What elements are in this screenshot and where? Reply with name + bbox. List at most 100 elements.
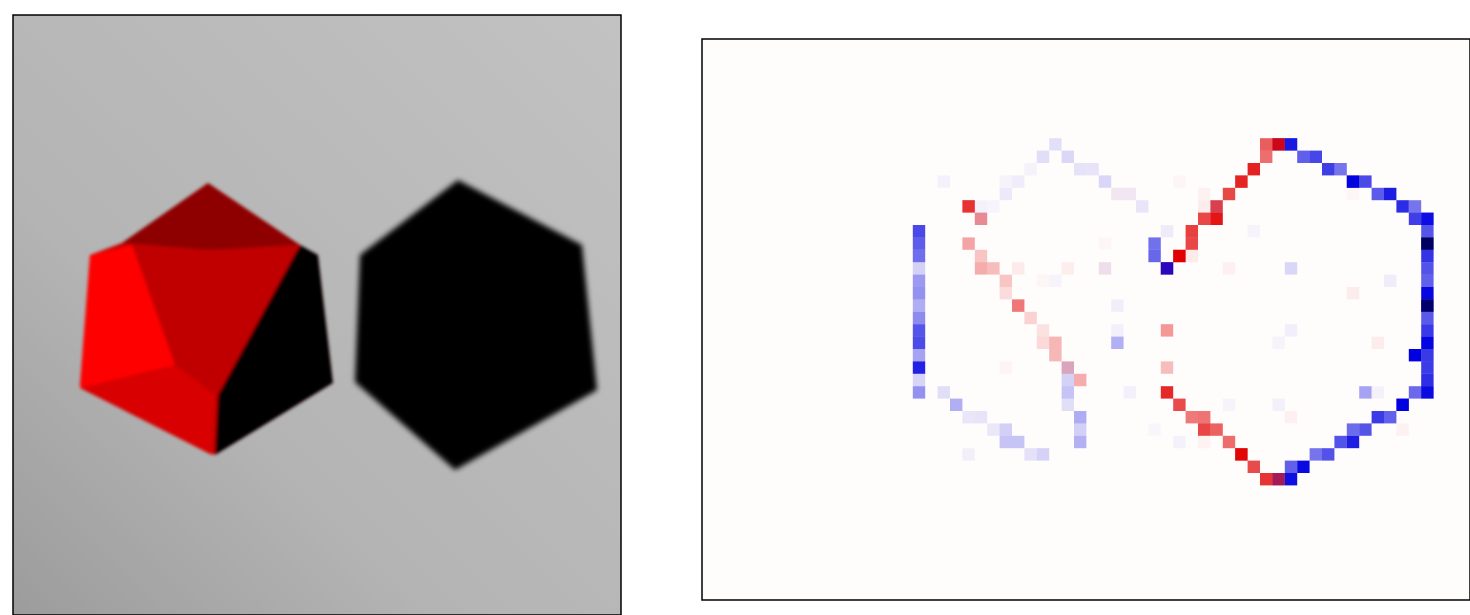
heat-pixel (1049, 138, 1061, 150)
heat-pixel (1409, 386, 1421, 398)
heat-pixel (1198, 411, 1210, 423)
heat-pixel (1024, 312, 1036, 324)
heat-pixel (1000, 287, 1012, 299)
heat-pixel (1037, 324, 1049, 336)
heat-pixel (975, 411, 987, 423)
heat-pixel (1372, 386, 1384, 398)
heat-pixel (1260, 473, 1272, 485)
heat-pixel (913, 237, 925, 249)
heat-pixel (1024, 163, 1036, 175)
heat-pixel (1173, 436, 1185, 448)
heat-pixel (1074, 411, 1086, 423)
heat-pixel (987, 200, 999, 212)
heat-pixel (913, 287, 925, 299)
heat-pixel (1310, 151, 1322, 163)
heat-pixel (1012, 175, 1024, 187)
heat-pixel (1285, 461, 1297, 473)
heat-pixel (1310, 448, 1322, 460)
heat-pixel (1285, 411, 1297, 423)
heat-pixel (1111, 188, 1123, 200)
heat-pixel (1198, 423, 1210, 435)
heat-pixel (1347, 188, 1359, 200)
heat-pixel (913, 262, 925, 274)
heat-pixel (1223, 399, 1235, 411)
heat-pixel (1396, 399, 1408, 411)
heat-pixel (1322, 163, 1334, 175)
scene (0, 0, 1470, 615)
heat-pixel (1049, 275, 1061, 287)
heat-pixel (1210, 213, 1222, 225)
heat-pixel (1173, 399, 1185, 411)
heat-pixel (1037, 275, 1049, 287)
heat-pixel (962, 237, 974, 249)
heat-pixel (975, 213, 987, 225)
heat-pixel (938, 175, 950, 187)
heat-pixel (1037, 448, 1049, 460)
heat-pixel (1248, 163, 1260, 175)
heat-pixel (1062, 374, 1074, 386)
heat-pixel (1074, 163, 1086, 175)
heat-pixel (975, 250, 987, 262)
heat-pixel (1235, 448, 1247, 460)
heat-pixel (1136, 200, 1148, 212)
heat-pixel (1223, 262, 1235, 274)
heat-pixel (1186, 237, 1198, 249)
heat-pixel (1372, 411, 1384, 423)
heat-pixel (913, 361, 925, 373)
heat-pixel (1186, 411, 1198, 423)
heat-pixel (1272, 138, 1284, 150)
heat-pixel (1272, 473, 1284, 485)
heat-pixel (1074, 423, 1086, 435)
heat-pixel (938, 386, 950, 398)
heat-pixel (1409, 213, 1421, 225)
heat-pixel (1421, 299, 1433, 311)
heat-pixel (1148, 250, 1160, 262)
heat-pixel (1049, 337, 1061, 349)
heat-pixel (1161, 262, 1173, 274)
heat-pixel (913, 275, 925, 287)
heat-pixel (1285, 138, 1297, 150)
heat-pixel (1421, 250, 1433, 262)
heat-pixel (1086, 163, 1098, 175)
heat-pixel (1062, 386, 1074, 398)
heat-pixel (1359, 175, 1371, 187)
heat-pixel (1260, 138, 1272, 150)
heat-pixel (1248, 461, 1260, 473)
input-image (13, 15, 621, 615)
heat-pixel (913, 386, 925, 398)
heat-pixel (987, 423, 999, 435)
heat-pixel (987, 262, 999, 274)
heat-pixel (913, 349, 925, 361)
heat-pixel (1062, 361, 1074, 373)
heat-pixel (913, 337, 925, 349)
heat-pixel (1099, 262, 1111, 274)
heat-pixel (1421, 337, 1433, 349)
heat-pixel (1421, 324, 1433, 336)
heat-pixel (1111, 299, 1123, 311)
heat-pixel (1285, 324, 1297, 336)
heat-pixel (1062, 262, 1074, 274)
heat-pixel (1384, 275, 1396, 287)
heat-pixel (1372, 337, 1384, 349)
heat-pixel (1186, 225, 1198, 237)
heat-pixel (962, 411, 974, 423)
heat-pixel (1062, 151, 1074, 163)
heat-pixel (1111, 324, 1123, 336)
heat-pixel (1012, 436, 1024, 448)
heat-pixel (1334, 436, 1346, 448)
heat-pixel (1037, 151, 1049, 163)
heat-pixel (1322, 448, 1334, 460)
heat-pixel (1000, 436, 1012, 448)
heat-pixel (1074, 374, 1086, 386)
heat-pixel (1285, 262, 1297, 274)
heat-pixel (1248, 225, 1260, 237)
heat-pixel (1297, 461, 1309, 473)
heat-pixel (962, 448, 974, 460)
heat-pixel (1148, 237, 1160, 249)
heat-pixel (1099, 175, 1111, 187)
heat-pixel (1024, 448, 1036, 460)
heat-pixel (1173, 175, 1185, 187)
heat-pixel (1396, 423, 1408, 435)
heat-pixel (1359, 386, 1371, 398)
heat-pixel (1347, 423, 1359, 435)
